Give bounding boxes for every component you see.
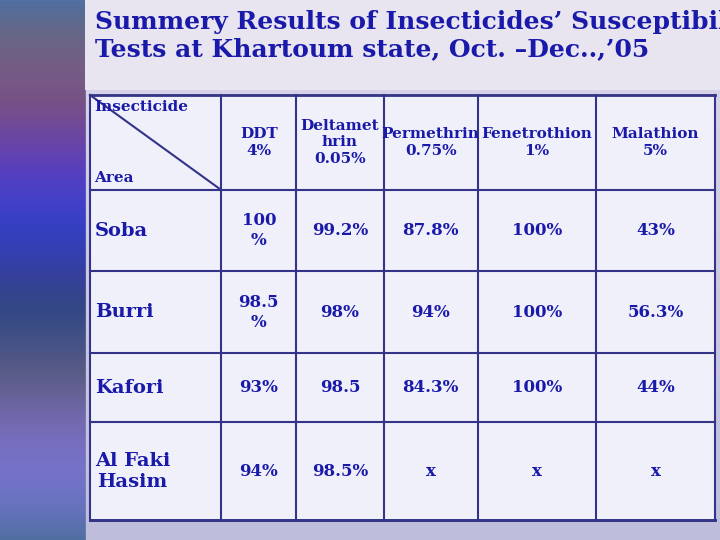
Text: Insecticide: Insecticide [94,100,188,114]
Text: 94%: 94% [411,303,450,321]
Text: Deltamet
hrin
0.05%: Deltamet hrin 0.05% [301,119,379,166]
Text: Fenetrothion
1%: Fenetrothion 1% [482,127,593,158]
Bar [0,0,85,540]
Text: Kafori: Kafori [95,379,163,396]
Text: x: x [426,463,436,480]
Text: 98.5
%: 98.5 % [238,294,279,330]
Text: 44%: 44% [636,379,675,396]
Text: 94%: 94% [239,463,278,480]
Text: Soba: Soba [95,222,148,240]
Text: Burri: Burri [95,303,153,321]
Text: Tests at Khartoum state, Oct. –Dec..,’05: Tests at Khartoum state, Oct. –Dec..,’05 [95,37,649,61]
Text: 43%: 43% [636,222,675,239]
Text: Al Faki
Hasim: Al Faki Hasim [95,452,171,490]
Text: 100%: 100% [512,222,562,239]
Text: 100%: 100% [512,379,562,396]
Text: Malathion
5%: Malathion 5% [612,127,699,158]
Bar [90,95,715,520]
Text: 93%: 93% [239,379,278,396]
Text: 99.2%: 99.2% [312,222,368,239]
Text: 84.3%: 84.3% [402,379,459,396]
Text: 87.8%: 87.8% [402,222,459,239]
Bar [85,0,720,90]
Text: 56.3%: 56.3% [628,303,684,321]
Text: 98.5: 98.5 [320,379,360,396]
Text: 100%: 100% [512,303,562,321]
Text: Summery Results of Insecticides’ Susceptibility: Summery Results of Insecticides’ Suscept… [95,10,720,34]
Text: Area: Area [94,171,133,185]
Text: 98.5%: 98.5% [312,463,368,480]
Text: DDT
4%: DDT 4% [240,127,278,158]
Text: 98%: 98% [320,303,359,321]
Text: Permethrin
0.75%: Permethrin 0.75% [382,127,480,158]
Text: 100
%: 100 % [241,212,276,249]
Text: x: x [532,463,542,480]
Text: x: x [651,463,660,480]
